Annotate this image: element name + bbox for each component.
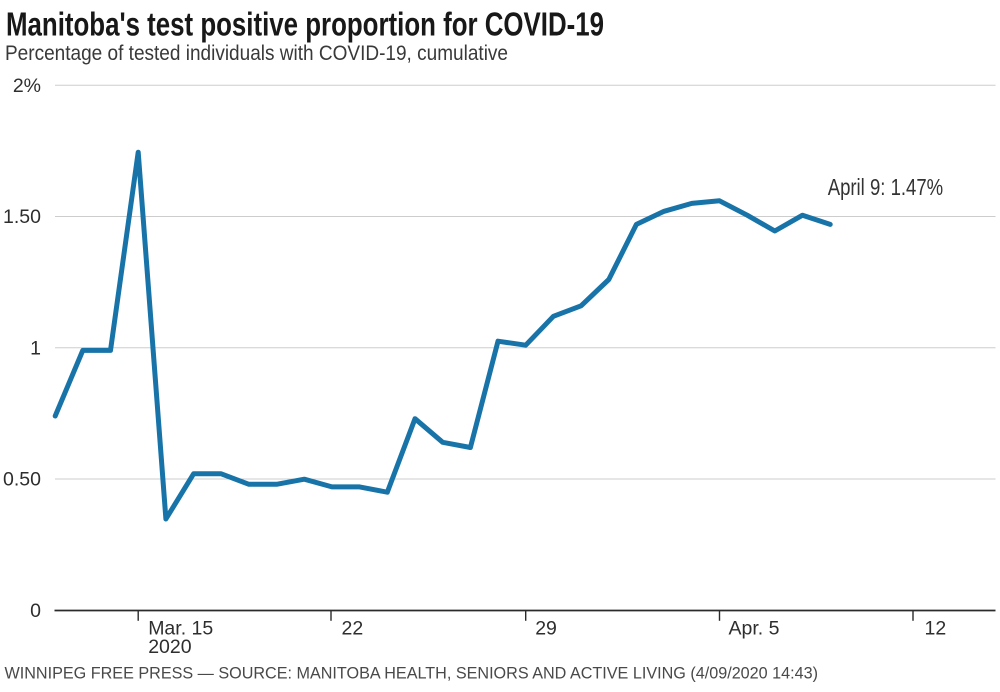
svg-text:Percentage of tested individua: Percentage of tested individuals with CO…	[5, 41, 508, 65]
svg-text:WINNIPEG FREE PRESS — SOURCE:: WINNIPEG FREE PRESS — SOURCE: MANITOBA H…	[5, 664, 819, 683]
svg-text:1.50: 1.50	[3, 206, 41, 228]
svg-text:0.50: 0.50	[3, 469, 41, 491]
svg-text:29: 29	[535, 617, 557, 639]
svg-text:Manitoba's test positive propo: Manitoba's test positive proportion for …	[6, 5, 604, 42]
svg-text:1: 1	[30, 337, 41, 359]
svg-text:April 9: 1.47%: April 9: 1.47%	[828, 174, 944, 200]
svg-text:2%: 2%	[13, 75, 41, 97]
svg-text:12: 12	[925, 617, 947, 639]
svg-text:2020: 2020	[148, 636, 192, 658]
svg-text:Apr. 5: Apr. 5	[729, 617, 780, 639]
svg-text:0: 0	[30, 600, 41, 622]
svg-text:22: 22	[342, 617, 364, 639]
svg-text:Mar. 15: Mar. 15	[148, 617, 213, 639]
